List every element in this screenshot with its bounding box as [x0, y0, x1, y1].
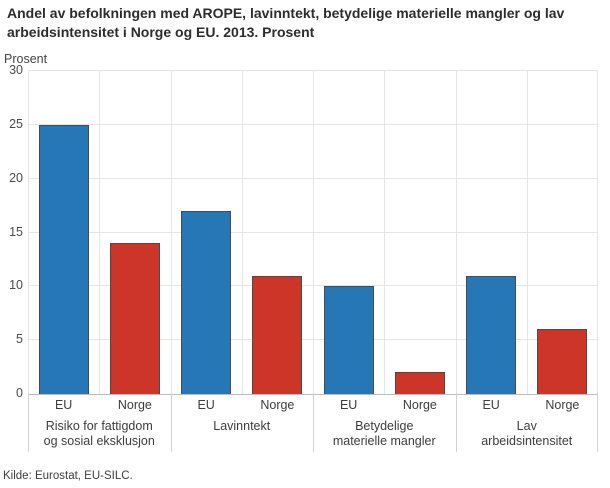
column-gridline: [384, 71, 386, 394]
column-gridline: [28, 71, 29, 394]
group-separator: [28, 393, 29, 452]
column-gridline: [99, 71, 101, 394]
series-label: Norge: [117, 398, 152, 412]
y-tick-label: 10: [9, 278, 23, 293]
y-tick-label: 20: [9, 170, 23, 185]
column-gridline: [170, 71, 172, 394]
y-axis: 0 5 10 15 20 25 30: [0, 63, 23, 400]
column-gridline: [241, 71, 243, 394]
series-label: EU: [54, 398, 73, 412]
column-gridline: [526, 71, 528, 394]
source-note: Kilde: Eurostat, EU-SILC.: [3, 470, 133, 482]
category-label: Lavinntekt: [213, 419, 271, 433]
bar-eu: [38, 124, 89, 394]
x-axis-labels: EU Norge Risiko for fattigdom og sosial eks…: [28, 393, 598, 453]
bar-eu: [466, 275, 517, 394]
series-label: EU: [339, 398, 358, 412]
group-separator: [455, 393, 457, 452]
plot-area: [28, 70, 598, 395]
column-gridline: [455, 71, 457, 394]
bar-norge: [109, 243, 160, 394]
bar-norge: [394, 372, 445, 394]
y-axis-unit-label: Prosent: [4, 52, 48, 66]
series-label: EU: [197, 398, 215, 412]
y-tick-label: 0: [16, 386, 23, 400]
group-separator: [170, 393, 172, 452]
bar-norge: [252, 275, 303, 394]
chart-title: Andel av befolkningen med AROPE, lavinnt…: [7, 5, 565, 40]
bar-eu: [323, 286, 374, 394]
series-label: Norge: [545, 398, 580, 412]
bar-eu: [181, 210, 232, 394]
category-label: Lav arbeidsintensitet: [481, 419, 573, 448]
group-separator: [313, 393, 314, 452]
bar-norge: [537, 329, 588, 394]
column-gridline: [313, 71, 314, 394]
y-tick-label: 15: [9, 224, 23, 239]
series-label: EU: [482, 398, 500, 412]
y-tick-label: 30: [9, 63, 23, 77]
y-tick-label: 25: [9, 116, 23, 131]
series-label: Norge: [260, 398, 295, 412]
category-label: Risiko for fattigdom og sosial eksklusjon: [43, 419, 155, 448]
category-label: Betydelige materielle mangler: [332, 419, 436, 448]
series-label: Norge: [402, 398, 437, 412]
y-tick-label: 5: [16, 332, 23, 347]
column-gridline: [597, 71, 598, 394]
group-separator: [597, 393, 598, 452]
